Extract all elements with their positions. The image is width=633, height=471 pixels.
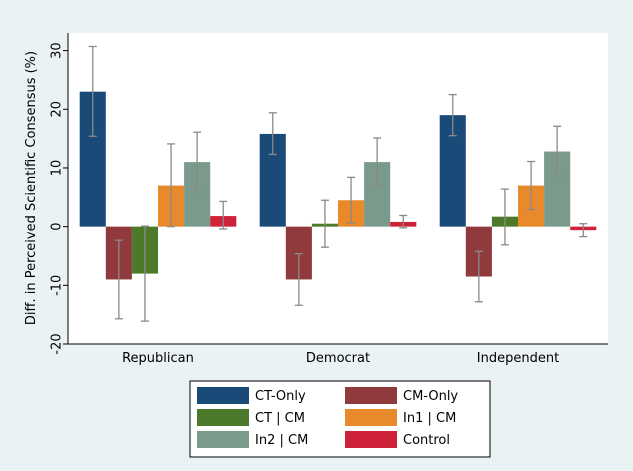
y-tick-label: 0: [50, 223, 65, 231]
category-label: Democrat: [306, 351, 370, 366]
category-label: Republican: [122, 351, 194, 366]
legend-label: CT | CM: [255, 411, 305, 426]
legend-label: CT-Only: [255, 389, 306, 404]
legend-label: In1 | CM: [403, 411, 456, 426]
y-tick-label: -20: [50, 333, 65, 354]
category-label: Independent: [477, 351, 559, 366]
legend-swatch: [197, 409, 249, 426]
legend-swatch: [345, 409, 397, 426]
legend-label: In2 | CM: [255, 433, 308, 448]
y-tick-label: 10: [50, 160, 65, 177]
y-axis-title: Diff. in Perceived Scientific Consensus …: [24, 51, 39, 325]
legend-label: Control: [403, 433, 450, 448]
y-tick-label: 20: [50, 101, 65, 118]
y-tick-label: 30: [50, 42, 65, 59]
y-tick-label: -10: [50, 275, 65, 296]
legend-swatch: [345, 387, 397, 404]
legend-label: CM-Only: [403, 389, 458, 404]
legend-swatch: [197, 431, 249, 448]
legend-swatch: [345, 431, 397, 448]
legend-swatch: [197, 387, 249, 404]
